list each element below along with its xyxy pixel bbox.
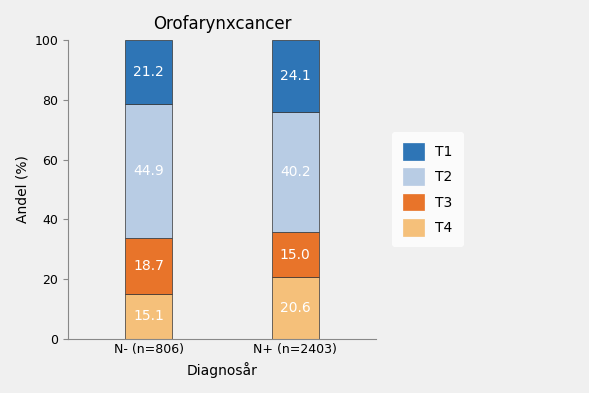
Bar	[272, 232, 319, 277]
Y-axis label: Andel (%): Andel (%)	[15, 156, 29, 223]
Text: 40.2: 40.2	[280, 165, 310, 179]
Bar	[272, 112, 319, 232]
Text: 44.9: 44.9	[133, 164, 164, 178]
Bar	[125, 104, 172, 238]
X-axis label: Diagnosår: Diagnosår	[187, 362, 257, 378]
Bar	[125, 238, 172, 294]
Bar	[272, 277, 319, 339]
Text: 24.1: 24.1	[280, 70, 310, 83]
Text: 21.2: 21.2	[133, 65, 164, 79]
Bar	[125, 40, 172, 104]
Title: Orofarynxcancer: Orofarynxcancer	[153, 15, 291, 33]
Text: 18.7: 18.7	[133, 259, 164, 273]
Bar	[272, 40, 319, 112]
Text: 15.1: 15.1	[133, 309, 164, 323]
Text: 20.6: 20.6	[280, 301, 310, 315]
Text: 15.0: 15.0	[280, 248, 310, 262]
Bar	[125, 294, 172, 339]
Legend: T1, T2, T3, T4: T1, T2, T3, T4	[392, 132, 464, 247]
